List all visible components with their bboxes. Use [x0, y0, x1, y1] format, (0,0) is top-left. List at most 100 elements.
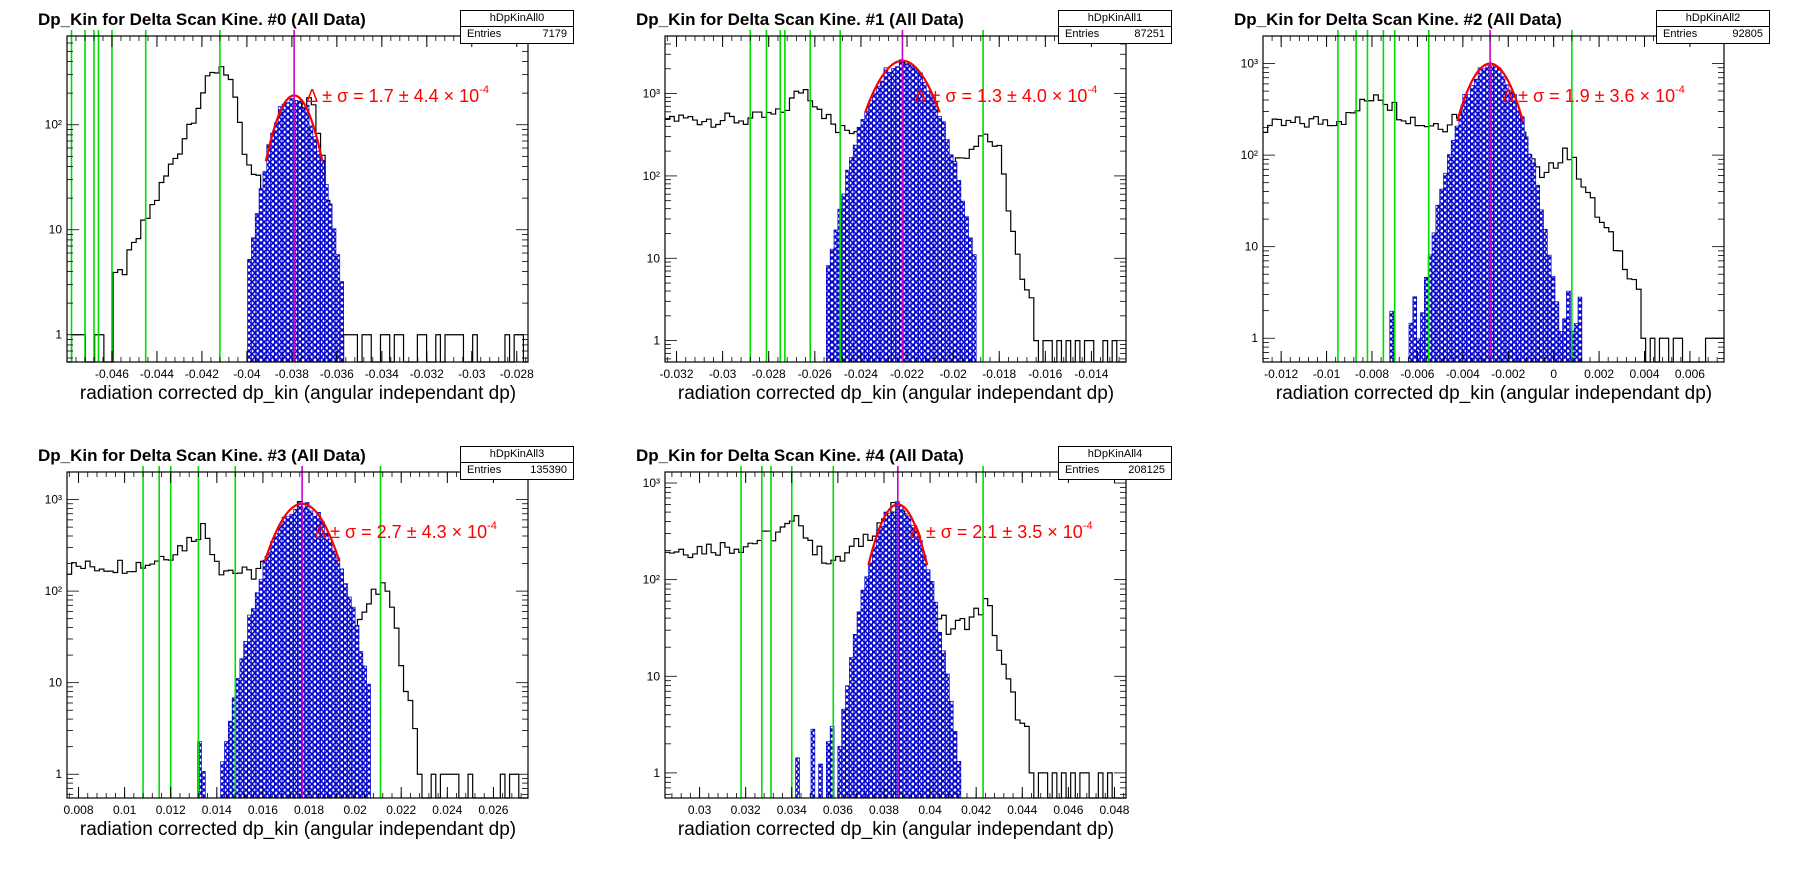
peak-histogram-bar [826, 741, 831, 799]
y-tick-label: 10³ [643, 87, 660, 101]
fit-result-label: Δ ± σ = 1.7 ± 4.4 × 10-4 [306, 84, 489, 107]
peak-histogram-bar [849, 157, 854, 363]
peak-histogram-bar [316, 150, 321, 363]
peak-histogram-bar [1477, 67, 1483, 363]
peak-histogram-bar [856, 126, 862, 363]
peak-histogram-bar [262, 559, 268, 799]
histogram-svg: -0.032 -0.03 -0.028 -0.026 -0.024 -0.022 -0.02… [643, 30, 1127, 381]
peak-histogram-bar [937, 116, 942, 363]
y-tick-label: 1 [653, 766, 660, 780]
peak-histogram-bar [1550, 276, 1556, 363]
peak-histogram-bar [810, 728, 816, 799]
peak-histogram-bar [224, 741, 229, 799]
peak-histogram-bar [956, 180, 962, 363]
peak-histogram-bar [335, 557, 341, 799]
peak-histogram-bar [1573, 323, 1579, 363]
peak-histogram-bar [350, 606, 356, 799]
x-tick-label: 0.026 [478, 803, 508, 817]
peak-histogram-bar [918, 72, 923, 363]
peak-histogram-bar [1512, 94, 1517, 363]
y-tick-label: 10³ [643, 476, 660, 490]
peak-histogram-bar [883, 511, 889, 799]
peak-histogram-bar [316, 512, 321, 799]
y-tick-label: 1 [653, 334, 660, 348]
peak-histogram-bar [251, 608, 256, 799]
peak-histogram-bar [829, 248, 835, 363]
peak-histogram-bar [948, 154, 954, 363]
x-tick-label: 0.048 [1099, 803, 1129, 817]
x-tick-label: 0.018 [294, 803, 324, 817]
peak-histogram-bar [1420, 312, 1425, 363]
peak-histogram-bar [308, 125, 314, 363]
peak-histogram-bar [247, 259, 252, 363]
peak-histogram-bar [1527, 154, 1533, 363]
peak-histogram-bar [902, 63, 908, 363]
peak-histogram-bar [845, 169, 850, 363]
peak-histogram-bar [852, 144, 858, 363]
x-tick-label: -0.032 [660, 367, 694, 381]
fit-value: = 2.7 ± 4.3 × 10 [361, 522, 488, 542]
peak-histogram-bar [1485, 64, 1491, 363]
peak-histogram-bar [277, 524, 283, 799]
x-tick-label: 0.012 [156, 803, 186, 817]
fit-exponent: -4 [1675, 84, 1685, 96]
peak-histogram-bar [1500, 76, 1506, 363]
peak-histogram-bar [887, 72, 893, 363]
chart-title: Dp_Kin for Delta Scan Kine. #0 (All Data… [38, 10, 366, 29]
x-tick-label: -0.03 [458, 367, 486, 381]
peak-histogram-bar [1543, 228, 1548, 363]
peak-histogram-bar [1554, 301, 1560, 363]
x-tick-label: -0.04 [233, 367, 261, 381]
stats-entries-label: Entries [1065, 464, 1100, 476]
y-tick-label: 10² [45, 584, 62, 598]
stats-histogram-name: hDpKinAll1 [1059, 11, 1171, 27]
y-tick-label: 10³ [1241, 57, 1258, 71]
peak-histogram-bar [964, 216, 969, 363]
peak-histogram-bar [258, 578, 264, 799]
peak-histogram-bar [945, 139, 950, 363]
x-tick-label: 0.034 [777, 803, 807, 817]
peak-histogram-bar [1424, 276, 1429, 363]
x-tick-label: -0.028 [500, 367, 534, 381]
peak-histogram-bar [845, 685, 850, 799]
peak-histogram-bar [1443, 172, 1448, 363]
x-tick-label: 0.046 [1053, 803, 1083, 817]
peak-histogram-bar [795, 757, 800, 799]
fit-value: = 1.9 ± 3.6 × 10 [1549, 86, 1676, 106]
peak-histogram-bar [952, 161, 958, 363]
x-tick-label: -0.042 [185, 367, 219, 381]
x-tick-label: 0.008 [64, 803, 94, 817]
x-tick-label: -0.046 [95, 367, 129, 381]
peak-histogram-bar [1520, 116, 1525, 363]
peak-histogram-bar [324, 532, 329, 799]
x-tick-label: -0.008 [1355, 367, 1389, 381]
peak-histogram-bar [331, 228, 337, 363]
fit-delta-symbol: Δ ± σ [306, 86, 349, 106]
fit-exponent: -4 [1087, 84, 1098, 96]
stats-box: hDpKinAll3 Entries 135390 [460, 446, 574, 480]
peak-histogram-bar [331, 550, 337, 799]
peak-histogram-bar [875, 529, 881, 799]
peak-histogram-bar [339, 281, 344, 363]
x-tick-label: 0.036 [823, 803, 853, 817]
peak-histogram-bar [274, 532, 279, 799]
x-axis-label: radiation corrected dp_kin (angular inde… [79, 383, 517, 404]
peak-histogram-bar [220, 761, 225, 799]
peak-histogram-bar [841, 193, 846, 363]
peak-histogram-bar [1389, 310, 1394, 363]
peak-histogram-bar [902, 513, 908, 799]
peak-histogram-bar [285, 515, 291, 799]
histogram-panel-0: -0.046 -0.044 -0.042 -0.04 -0.038 -0.036 -0.03… [0, 0, 600, 436]
peak-histogram-bar [258, 188, 264, 363]
peak-histogram-bar [945, 673, 950, 799]
peak-histogram-bar [933, 601, 939, 799]
peak-histogram-bar [312, 136, 318, 363]
peak-histogram-bar [343, 583, 348, 799]
histogram-svg: -0.046 -0.044 -0.042 -0.04 -0.038 -0.036 -0.03… [45, 30, 534, 381]
peak-histogram-bar [914, 530, 919, 799]
peak-histogram-bar [918, 540, 923, 799]
peak-histogram-bar [297, 102, 302, 363]
peak-histogram-bar [887, 512, 893, 799]
stats-box: hDpKinAll2 Entries 92805 [1656, 10, 1770, 44]
chart-title: Dp_Kin for Delta Scan Kine. #4 (All Data… [636, 446, 964, 465]
